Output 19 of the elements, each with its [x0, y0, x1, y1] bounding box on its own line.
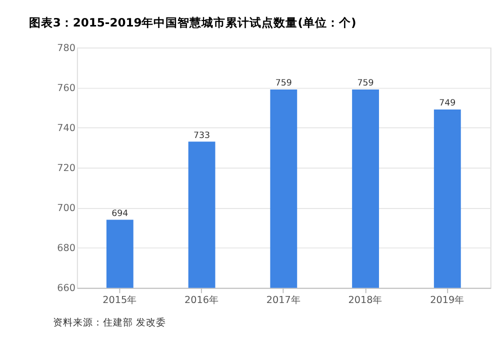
- y-tick-label: 760: [57, 82, 76, 94]
- y-tick-label: 700: [57, 203, 76, 214]
- data-label: 759: [275, 78, 292, 89]
- x-tick-label: 2018年: [348, 294, 383, 306]
- x-tick-label: 2016年: [184, 294, 220, 306]
- data-label: 733: [194, 130, 210, 141]
- y-tick-label: 660: [57, 283, 76, 294]
- data-label: 759: [357, 78, 374, 89]
- chart-title: 图表3：2015-2019年中国智慧城市累计试点数量(单位：个): [28, 15, 356, 30]
- y-tick-label: 720: [57, 163, 76, 174]
- text: 资料来源：住建部 发改委: [52, 316, 166, 328]
- x-tick-label: 2017年: [266, 294, 301, 306]
- data-label: 749: [439, 98, 456, 109]
- y-tick-label: 780: [57, 42, 76, 54]
- y-tick-label: 740: [57, 122, 76, 134]
- y-tick-label: 680: [57, 243, 76, 254]
- x-tick-label: 2015年: [102, 294, 138, 306]
- data-label: 694: [112, 208, 129, 219]
- x-tick-label: 2019年: [430, 294, 465, 306]
